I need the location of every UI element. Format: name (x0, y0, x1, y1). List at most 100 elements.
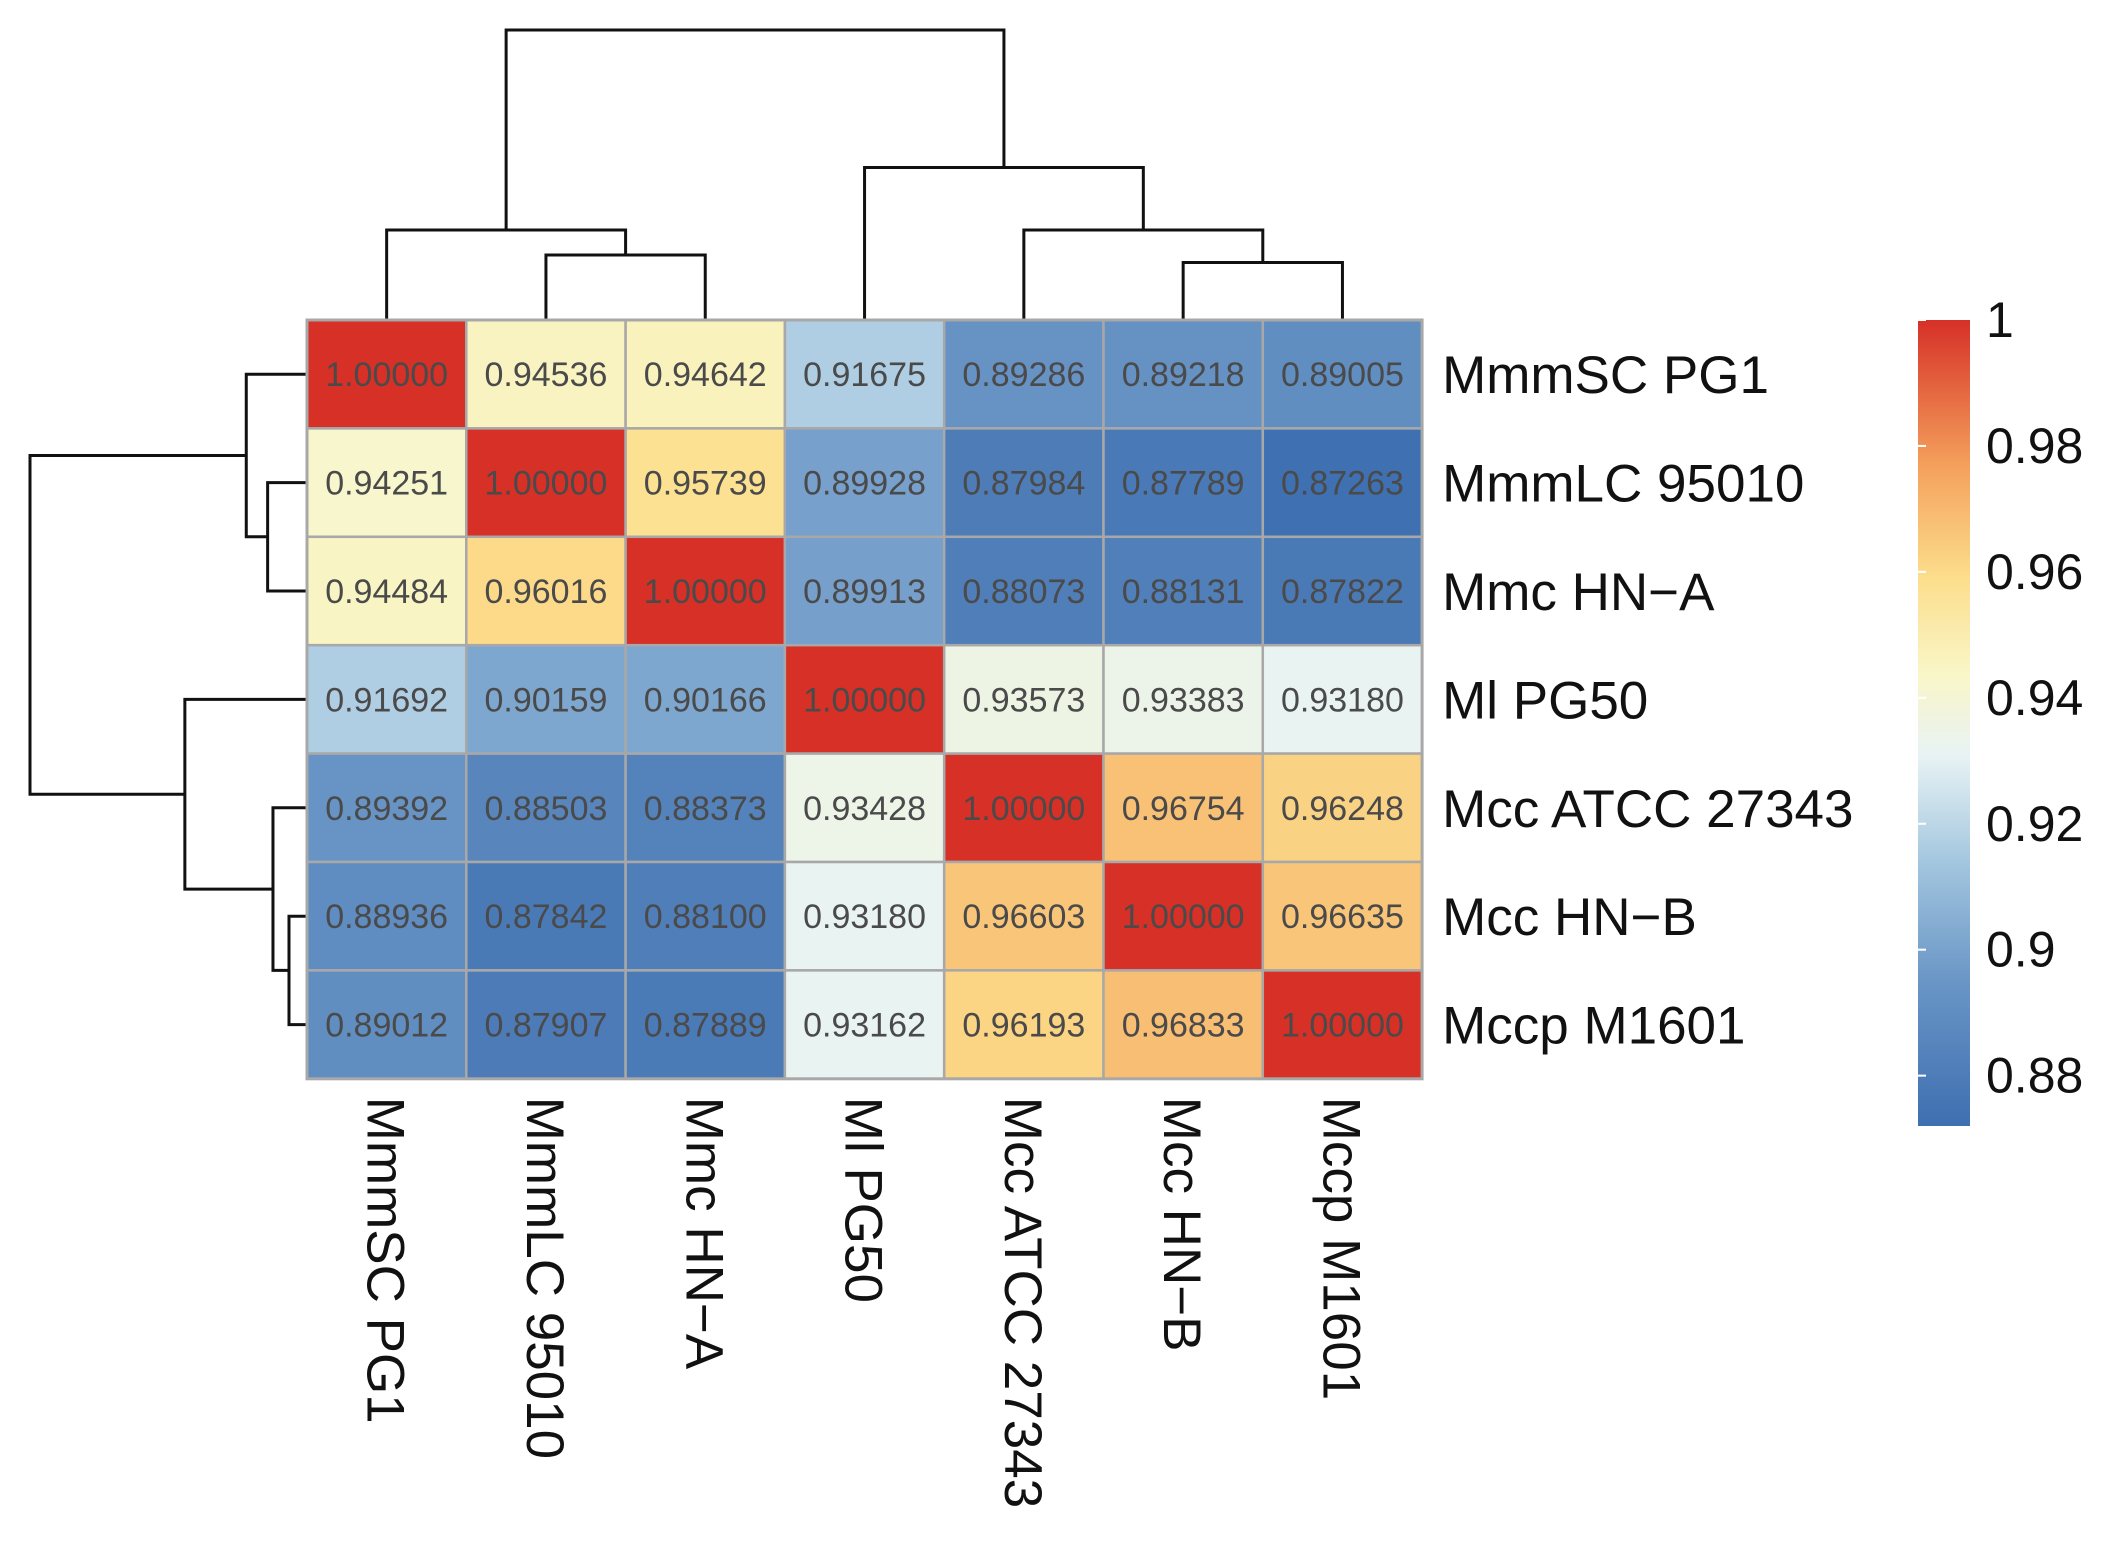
cell-value: 0.88100 (644, 898, 767, 936)
dendrogram-branch (244, 372, 307, 539)
heatmap-cell (783, 427, 946, 539)
cell-value: 0.89218 (1122, 356, 1245, 394)
dendrogram-branch (385, 228, 628, 320)
heatmap-cell (1102, 318, 1265, 430)
cell-value: 0.96754 (1122, 790, 1245, 828)
heatmap-cell (1261, 427, 1424, 539)
cell-value: 0.87842 (484, 898, 607, 936)
heatmap-cell (465, 427, 627, 539)
row-labels: MmmSC PG1 MmmLC 95010 Mmc HN−A Ml PG50 Mcc A… (1442, 346, 1853, 1055)
cell-value: 0.96016 (484, 573, 607, 611)
colorbar-tick-label: 0.9 (1986, 922, 2056, 978)
cell-value: 0.93180 (803, 898, 926, 936)
heatmap-cell (1102, 427, 1265, 539)
heatmap-cell (783, 752, 946, 864)
cell-value: 0.87822 (1281, 573, 1404, 611)
cell-value: 0.88073 (962, 573, 1085, 611)
heatmap-cell (942, 643, 1105, 755)
row-label: Mcc ATCC 27343 (1442, 780, 1853, 839)
cell-value: 0.89005 (1281, 356, 1404, 394)
colorbar-tick-label: 0.94 (1986, 670, 2083, 726)
cell-value: 1.00000 (325, 356, 448, 394)
cell-value: 0.90159 (484, 681, 607, 719)
heatmap-cell (624, 427, 787, 539)
cell-value: 1.00000 (644, 573, 767, 611)
cell-value: 0.93383 (1122, 681, 1245, 719)
column-label: MmmSC PG1 (356, 1097, 415, 1424)
row-label: Mmc HN−A (1442, 563, 1715, 622)
column-dendrogram (385, 28, 1344, 320)
cell-value: 0.87889 (644, 1007, 767, 1045)
cell-value: 1.00000 (1122, 898, 1245, 936)
cell-value: 0.88503 (484, 790, 607, 828)
cell-value: 0.96603 (962, 898, 1085, 936)
cell-value: 0.87263 (1281, 465, 1404, 503)
heatmap-cell (305, 752, 468, 864)
color-legend: 1 0.98 0.96 0.94 0.92 0.9 0.88 (1918, 292, 2083, 1126)
cell-value: 0.96248 (1281, 790, 1404, 828)
heatmap-cell (624, 860, 787, 972)
cell-value: 0.96193 (962, 1007, 1085, 1045)
heatmap-cell (1102, 969, 1265, 1081)
cell-value: 0.88131 (1122, 573, 1245, 611)
cell-value: 0.87907 (484, 1007, 607, 1045)
cell-value: 1.00000 (803, 681, 926, 719)
dendrogram-branch (183, 697, 307, 891)
dendrogram-branch (266, 481, 307, 593)
colorbar-tick-label: 0.92 (1986, 796, 2083, 852)
colorbar-tick-label: 0.98 (1986, 418, 2083, 474)
cell-value: 0.87789 (1122, 465, 1245, 503)
cell-value: 1.00000 (1281, 1007, 1404, 1045)
heatmap-cell (1102, 643, 1265, 755)
cell-value: 0.88936 (325, 898, 448, 936)
dendrogram-branch (1181, 261, 1344, 320)
cell-value: 0.95739 (644, 465, 767, 503)
row-label: Mccp M1601 (1442, 997, 1745, 1056)
cell-value: 0.89012 (325, 1007, 448, 1045)
colorbar-tick-label: 0.88 (1986, 1048, 2083, 1104)
heatmap-cell (465, 318, 627, 430)
row-dendrogram (28, 372, 307, 1027)
row-label: MmmSC PG1 (1442, 346, 1769, 405)
dendrogram-branch (544, 253, 707, 320)
cell-value: 1.00000 (962, 790, 1085, 828)
cell-value: 0.90166 (644, 681, 767, 719)
heatmap-cell (624, 752, 787, 864)
colorbar-tick-label: 1 (1986, 292, 2014, 348)
cell-value: 0.91692 (325, 681, 448, 719)
heatmap-cell (942, 752, 1105, 864)
column-label: Mcc HN−B (1152, 1097, 1211, 1352)
heatmap-cell (465, 860, 627, 972)
row-label: Ml PG50 (1442, 671, 1648, 730)
heatmap-cell (305, 860, 468, 972)
cell-value: 0.94251 (325, 465, 448, 503)
heatmap-cell (624, 643, 787, 755)
heatmap-border (305, 318, 1424, 1081)
heatmap-cell (942, 535, 1105, 647)
heatmap-cells: 1.00000 0.94536 0.94642 0.91675 0.89286 0.892… (305, 318, 1424, 1081)
cell-value: 0.94536 (484, 356, 607, 394)
cell-value: 0.87984 (962, 465, 1085, 503)
heatmap-cell (465, 752, 627, 864)
cell-value: 0.93573 (962, 681, 1085, 719)
dendrogram-branch (28, 454, 247, 796)
row-label: Mcc HN−B (1442, 888, 1697, 947)
cell-value: 0.94642 (644, 356, 767, 394)
cell-value: 0.89928 (803, 465, 926, 503)
cell-value: 0.93162 (803, 1007, 926, 1045)
heatmap-cell (1102, 752, 1265, 864)
dendrogram-branch (287, 914, 307, 1027)
column-label: Ml PG50 (834, 1097, 893, 1303)
cell-value: 0.89913 (803, 573, 926, 611)
column-label: Mccp M1601 (1311, 1097, 1370, 1400)
cell-value: 0.91675 (803, 356, 926, 394)
cell-value: 0.93180 (1281, 681, 1404, 719)
cell-value: 0.94484 (325, 573, 448, 611)
column-labels: MmmSC PG1 MmmLC 95010 Mmc HN−A Ml PG50 Mcc A… (356, 1097, 1371, 1508)
dendrogram-branch (863, 166, 1145, 320)
dendrogram-branch (1022, 228, 1265, 320)
colorbar (1918, 320, 1970, 1126)
cell-value: 0.89286 (962, 356, 1085, 394)
cell-value: 0.93428 (803, 790, 926, 828)
